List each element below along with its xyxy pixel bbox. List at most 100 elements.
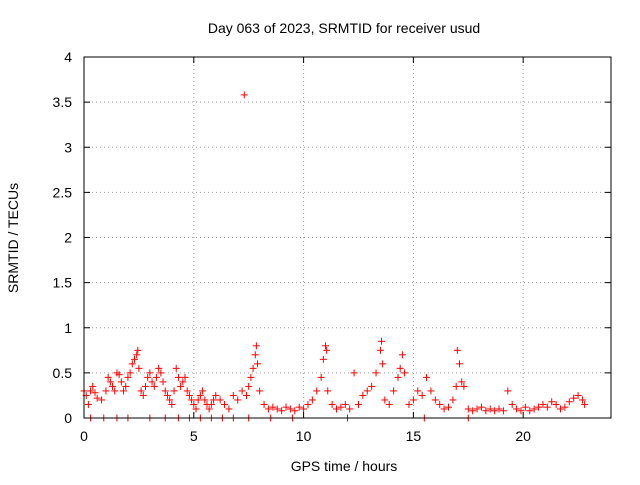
y-tick-label: 0: [64, 410, 72, 426]
y-axis-title: SRMTID / TECUs: [5, 183, 21, 293]
data-point: [337, 403, 345, 411]
x-tick-labels: 0 5 10 15 20: [80, 428, 531, 444]
data-point: [304, 400, 312, 408]
data-point: [128, 360, 136, 368]
data-point: [205, 405, 213, 413]
data-point: [427, 387, 435, 395]
data-point: [201, 396, 209, 404]
data-point: [150, 382, 158, 390]
plot-frame: [83, 56, 612, 419]
data-point: [278, 407, 286, 415]
data-point: [440, 405, 448, 413]
data-point: [91, 389, 99, 397]
data-point: [159, 378, 167, 386]
data-point: [188, 396, 196, 404]
data-point: [131, 355, 139, 363]
data-point: [229, 391, 237, 399]
data-point: [308, 396, 316, 404]
data-point: [396, 364, 404, 372]
y-tick-labels: 0 0.5 1 1.5 2 2.5 3 3.5 4: [53, 49, 73, 426]
data-point: [455, 360, 463, 368]
data-point: [221, 400, 229, 408]
data-point: [363, 387, 371, 395]
y-tick-label: 4: [64, 49, 72, 65]
data-point: [381, 396, 389, 404]
data-point: [109, 382, 117, 390]
data-point: [242, 391, 250, 399]
data-point: [379, 360, 387, 368]
data-point: [561, 403, 569, 411]
data-point: [234, 396, 242, 404]
data-point: [328, 400, 336, 408]
data-point: [491, 407, 499, 415]
data-point: [548, 398, 556, 406]
data-point: [346, 405, 354, 413]
data-point: [135, 364, 143, 372]
data-point: [134, 346, 142, 354]
data-point: [240, 91, 248, 99]
data-point: [126, 369, 134, 377]
data-point: [359, 391, 367, 399]
data-point: [249, 364, 257, 372]
data-point: [87, 387, 95, 395]
data-point: [570, 394, 578, 402]
data-point: [317, 373, 325, 381]
data-point: [473, 405, 481, 413]
data-point: [251, 351, 259, 359]
data-point: [453, 346, 461, 354]
data-point: [84, 400, 92, 408]
data-point: [183, 387, 191, 395]
data-point: [458, 378, 466, 386]
data-point: [401, 369, 409, 377]
data-point: [445, 403, 453, 411]
data-point: [436, 400, 444, 408]
data-point: [539, 400, 547, 408]
y-tick-label: 1.5: [53, 275, 73, 291]
grid: [84, 57, 611, 418]
data-point: [89, 382, 97, 390]
data-point: [341, 400, 349, 408]
data-point: [313, 387, 321, 395]
data-point: [179, 378, 187, 386]
data-point: [469, 407, 477, 415]
data-point: [390, 387, 398, 395]
data-point: [170, 387, 178, 395]
data-point: [495, 405, 503, 413]
data-point: [291, 407, 299, 415]
data-point: [181, 373, 189, 381]
data-point: [111, 387, 119, 395]
data-point: [526, 407, 534, 415]
data-point: [115, 371, 123, 379]
y-tick-label: 1: [64, 320, 72, 336]
data-point: [409, 396, 417, 404]
data-point: [174, 373, 182, 381]
data-point: [295, 403, 303, 411]
data-point: [414, 387, 422, 395]
data-point: [273, 405, 281, 413]
data-point: [394, 373, 402, 381]
data-point: [104, 373, 112, 381]
data-point: [581, 400, 589, 408]
data-point: [376, 346, 384, 354]
data-point: [196, 391, 204, 399]
data-point: [212, 391, 220, 399]
data-point: [499, 407, 507, 415]
data-point: [543, 403, 551, 411]
chart-title: Day 063 of 2023, SRMTID for receiver usu…: [208, 20, 480, 36]
data-point: [423, 373, 431, 381]
data-point: [530, 405, 538, 413]
data-point: [177, 382, 185, 390]
data-point: [93, 394, 101, 402]
axis-ticks: [83, 56, 611, 419]
data-point: [238, 387, 246, 395]
data-point: [464, 405, 472, 413]
data-point: [185, 391, 193, 399]
data-point: [199, 387, 207, 395]
data-point: [300, 405, 308, 413]
data-point: [431, 396, 439, 404]
data-point: [161, 387, 169, 395]
data-point: [460, 382, 468, 390]
data-point: [256, 387, 264, 395]
data-point: [194, 396, 202, 404]
data-point: [378, 337, 386, 345]
